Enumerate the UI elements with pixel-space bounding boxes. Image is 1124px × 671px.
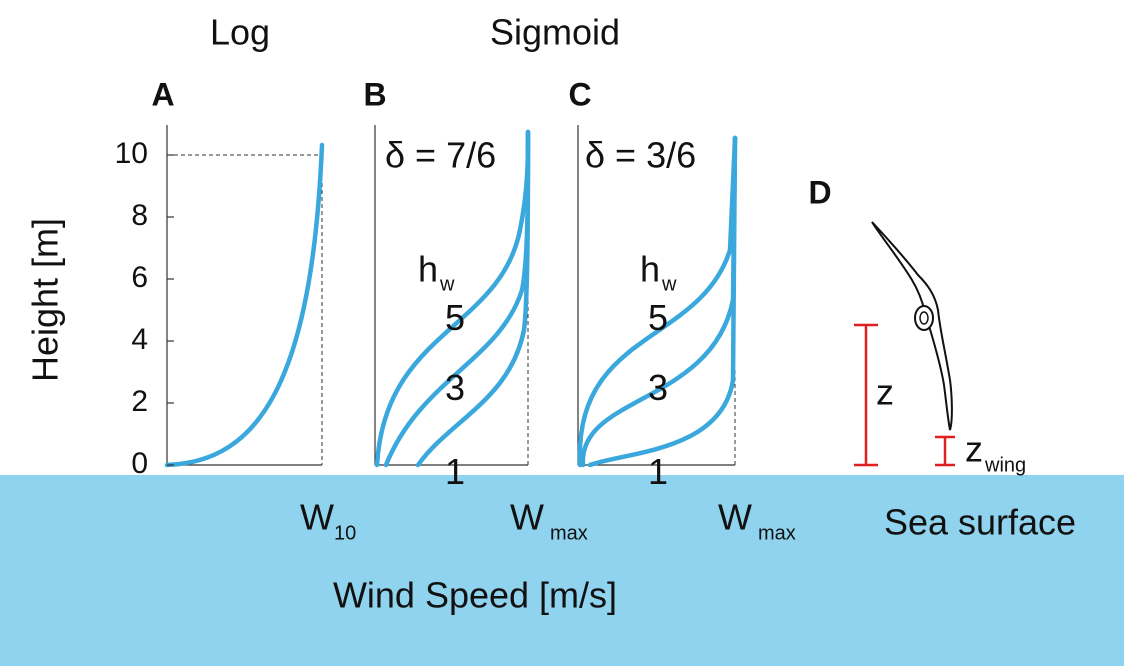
sigmoid-curve (577, 135, 738, 468)
sea-surface: Sea surface (884, 502, 1076, 543)
sigmoid-title: Sigmoid (490, 12, 620, 53)
log-curve (164, 142, 325, 468)
y-tick-label: 8 (131, 199, 148, 232)
x-sub: max (550, 522, 588, 544)
sigmoid-curve (580, 135, 738, 468)
x-label: W (300, 497, 334, 538)
sea (0, 475, 1124, 666)
z: z (876, 372, 894, 413)
height-bars (854, 323, 955, 467)
y-tick-label: 6 (131, 261, 148, 294)
y-tick-label: 10 (115, 137, 148, 170)
hw-value: 5 (445, 297, 465, 338)
sigmoid-curve (587, 135, 738, 468)
y-axis-label: Height [m] (25, 218, 66, 382)
hw-value: 3 (648, 367, 668, 408)
hw-value: 1 (445, 451, 465, 492)
x-sub: 10 (334, 522, 356, 544)
bird (871, 221, 953, 431)
panel-label: A (151, 76, 174, 112)
sigmoid-curve (415, 129, 531, 468)
log-title: Log (210, 12, 270, 53)
x-label: W (718, 497, 752, 538)
z-wing-sub: wing (984, 454, 1026, 476)
z-wing: z (965, 429, 983, 470)
x-axis-label: Wind Speed [m/s] (333, 575, 617, 616)
panel-label: D (808, 174, 831, 210)
panel-label: C (568, 76, 591, 112)
delta: δ = 7/6 (385, 135, 496, 176)
delta: δ = 3/6 (585, 135, 696, 176)
hw: h (418, 249, 438, 290)
hw-value: 5 (648, 297, 668, 338)
y-tick-label: 4 (131, 323, 148, 356)
axes (166, 125, 736, 466)
y-tick-label: 0 (131, 447, 148, 480)
panel-label: B (363, 76, 386, 112)
x-label: W (510, 497, 544, 538)
x-sub: max (758, 522, 796, 544)
hw-sub: w (661, 273, 677, 295)
hw-value: 1 (648, 451, 668, 492)
y-tick-label: 2 (131, 385, 148, 418)
hw: h (640, 249, 660, 290)
hw-value: 3 (445, 367, 465, 408)
hw-sub: w (439, 273, 455, 295)
